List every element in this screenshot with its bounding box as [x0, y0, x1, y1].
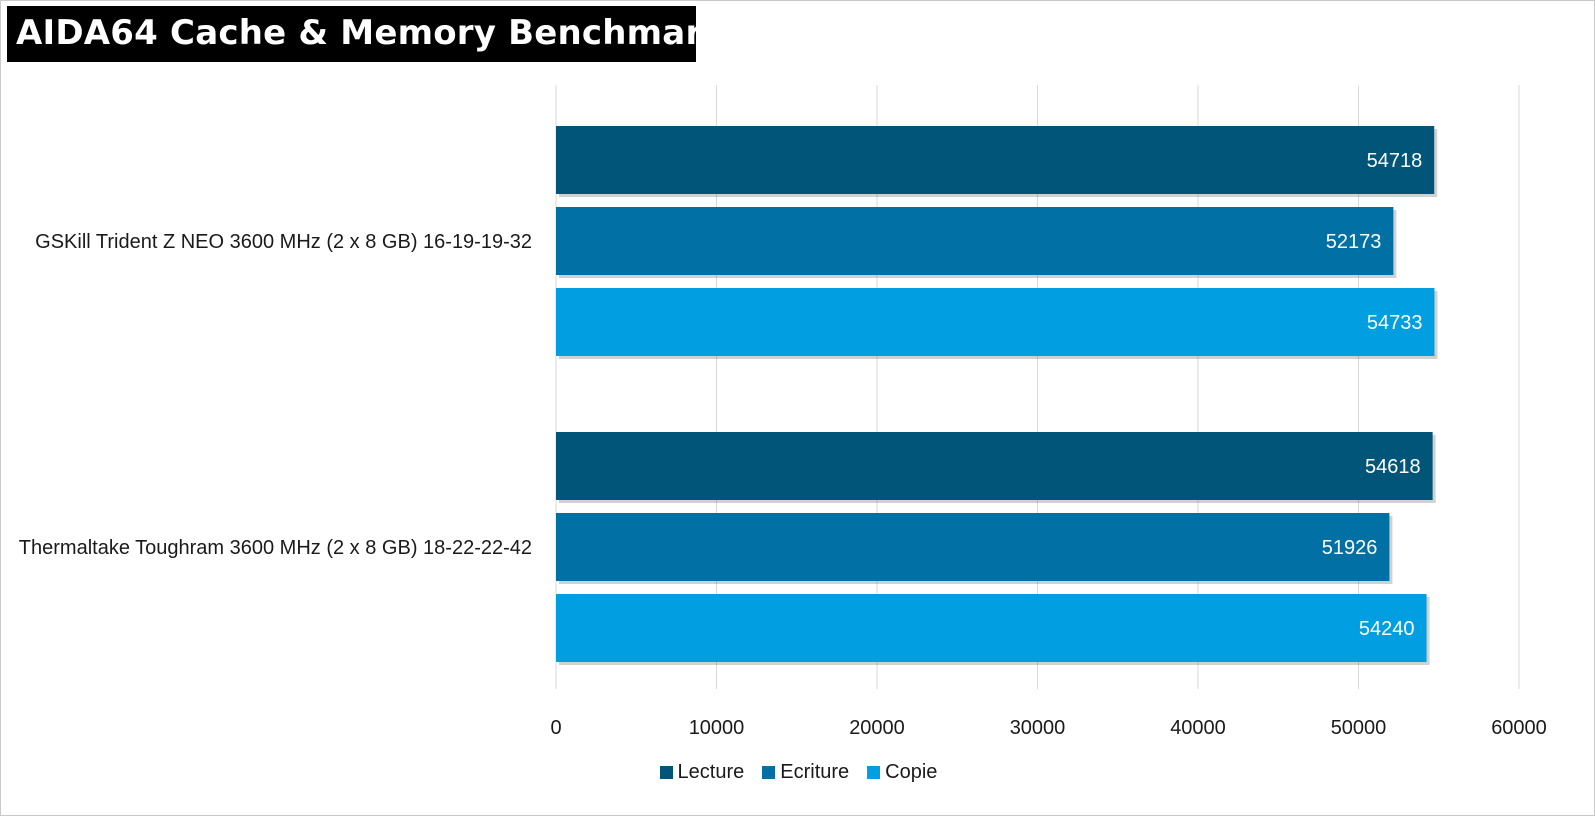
bar [556, 126, 1435, 194]
x-tick-label: 10000 [689, 717, 745, 739]
bar [556, 207, 1394, 275]
category-label: GSKill Trident Z NEO 3600 MHz (2 x 8 GB)… [35, 231, 532, 253]
bar-value-label: 54240 [1359, 618, 1415, 640]
x-tick-label: 50000 [1331, 717, 1387, 739]
legend-swatch [867, 765, 881, 779]
bar-value-label: 54718 [1367, 150, 1423, 172]
legend-item: Ecriture [762, 758, 849, 786]
legend-label: Copie [885, 760, 938, 783]
x-tick-label: 60000 [1491, 717, 1547, 739]
legend-label: Ecriture [780, 760, 850, 783]
bar-value-label: 52173 [1326, 231, 1382, 253]
chart-title: AIDA64 Cache & Memory Benchmark [16, 13, 726, 53]
x-tick-label: 0 [550, 717, 561, 739]
bar-value-label: 54733 [1367, 312, 1423, 334]
x-tick-label: 20000 [849, 717, 905, 739]
x-tick-label: 40000 [1170, 717, 1226, 739]
bar [556, 432, 1433, 500]
bar-value-label: 54618 [1365, 456, 1421, 478]
legend-item: Lecture [659, 758, 745, 786]
legend-swatch [762, 765, 776, 779]
x-tick-label: 30000 [1010, 717, 1066, 739]
bar [556, 288, 1435, 356]
bar [556, 594, 1427, 662]
bar-value-label: 51926 [1322, 537, 1378, 559]
legend-swatch [659, 765, 673, 779]
category-label: Thermaltake Toughram 3600 MHz (2 x 8 GB)… [19, 537, 532, 559]
bar [556, 513, 1390, 581]
chart-title-box: AIDA64 Cache & Memory Benchmark [7, 6, 725, 62]
legend-label: Lecture [677, 760, 745, 783]
legend-item: Copie [867, 758, 937, 786]
chart-legend: Lecture Ecriture Copie [1, 758, 1595, 786]
